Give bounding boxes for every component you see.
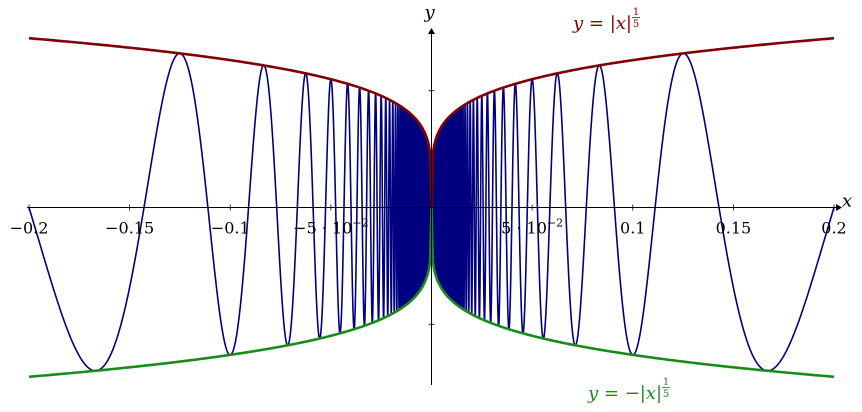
lower-envelope-label: y = −|x| [587,383,662,404]
formula-exponent-numerator: 1 [663,377,669,388]
formula-x-var: x [646,383,656,404]
formula-abs-bar: | [656,383,662,404]
formula-x-var: x [616,13,626,34]
formula-operator: = | [583,13,616,34]
x-axis-label: x [842,191,852,212]
y-axis-arrow-icon [428,28,435,34]
x-tick-label: 0.2 [821,219,846,238]
x-tick-label: 0.1 [620,219,645,238]
upper-envelope-label: y = |x| [572,13,632,34]
oscillating-curve-right [435,52,835,372]
x-tick-label: 0.15 [716,219,752,238]
x-tick-exponent: −2 [547,217,563,230]
x-tick-label: −0.1 [211,219,250,238]
axes-layer: x y [27,2,852,385]
annotations-layer: y = |x|15y = −|x|15 [572,7,671,404]
formula-exponent-numerator: 1 [633,7,639,18]
ticks-layer: −0.2 −0.15 −0.1 −5 · 10−2 5 · 10−2 0.1 0.15 0.2 [10,90,847,325]
formula-exponent-denominator: 5 [663,389,669,400]
x-tick-label: −5 · 10−2 [293,217,368,238]
x-tick-exponent: −2 [352,217,368,230]
x-tick-label: 5 · 10−2 [501,217,563,238]
formula-y-var: y [572,13,584,34]
formula-y-var: y [587,383,599,404]
y-axis-label: y [424,2,436,23]
formula-exponent-denominator: 5 [633,19,639,30]
formula-abs-bar: | [626,13,632,34]
x-tick-label: −0.15 [105,219,154,238]
x-axis-arrow-icon [836,204,842,211]
formula-operator: = −| [598,383,646,404]
oscillating-curve-left [28,52,428,372]
x-tick-label: −0.2 [10,219,49,238]
